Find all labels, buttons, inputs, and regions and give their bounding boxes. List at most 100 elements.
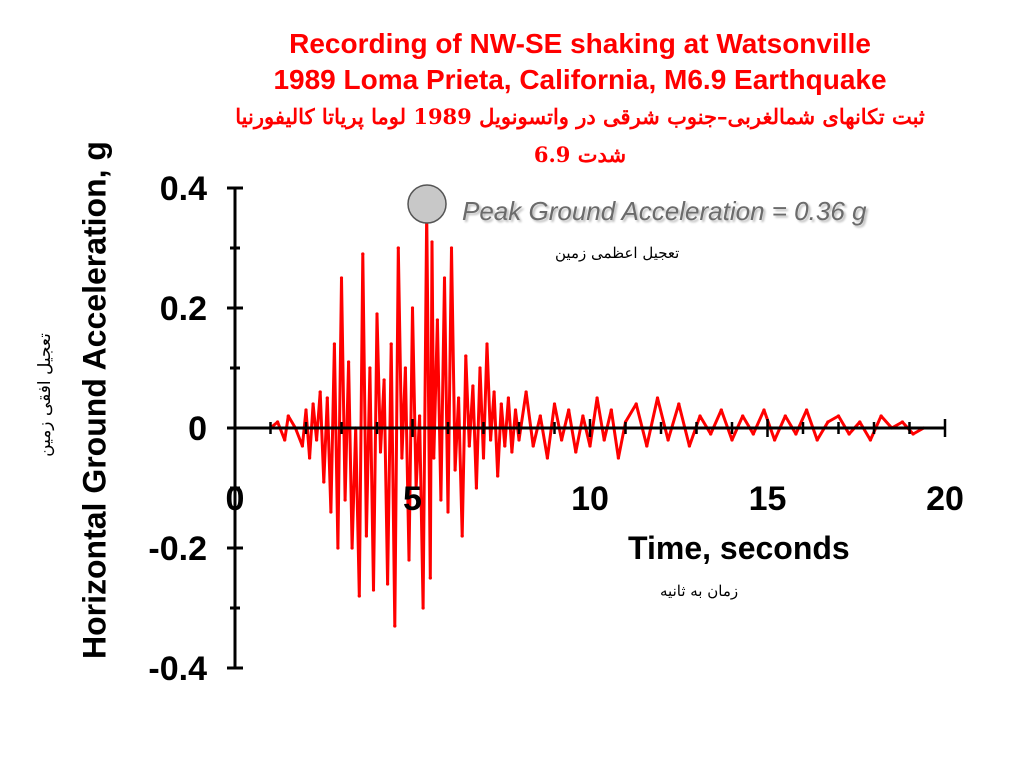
data-point — [286, 414, 290, 418]
data-point — [308, 456, 312, 460]
data-point — [446, 510, 450, 514]
data-point — [428, 576, 432, 580]
data-point — [410, 306, 415, 310]
x-tick-label: 20 — [926, 480, 964, 518]
data-point — [283, 438, 287, 442]
data-point — [858, 420, 862, 424]
y-axis-label-persian: تعجیل افقی زمین — [35, 333, 55, 457]
data-point — [574, 450, 578, 454]
data-point — [453, 468, 457, 472]
data-point — [751, 432, 755, 436]
x-tick-label: 15 — [749, 480, 787, 518]
y-tick-label: 0.4 — [160, 170, 207, 208]
data-point — [506, 396, 510, 400]
data-point — [911, 432, 915, 436]
peak-annotation-persian: تعجیل اعظمی زمین — [555, 244, 680, 262]
data-point — [531, 444, 535, 448]
data-point — [311, 402, 315, 406]
data-point — [741, 414, 745, 418]
chart-title-persian-magnitude: شدت 6.9 — [533, 142, 627, 167]
data-point — [698, 414, 702, 418]
data-point — [655, 396, 660, 400]
data-point — [460, 534, 464, 538]
data-point — [378, 450, 383, 454]
data-point — [492, 390, 496, 394]
data-point — [315, 438, 319, 442]
peak-annotation: Peak Ground Acceleration = 0.36 g — [462, 196, 867, 226]
data-point — [439, 498, 443, 502]
x-tick-label: 5 — [403, 480, 422, 518]
data-point — [645, 444, 649, 448]
data-point — [900, 420, 905, 424]
data-point — [517, 438, 521, 442]
data-point — [826, 420, 830, 424]
data-point — [300, 444, 304, 448]
data-point — [375, 312, 379, 316]
data-point — [357, 594, 361, 598]
data-point — [361, 252, 365, 256]
data-point — [464, 354, 468, 358]
data-point — [499, 402, 503, 406]
data-point — [432, 456, 436, 460]
data-point — [393, 624, 397, 628]
data-point — [868, 438, 873, 442]
data-point — [325, 396, 329, 400]
data-point — [389, 342, 393, 346]
data-point — [545, 456, 550, 460]
data-point — [815, 438, 819, 442]
data-point — [581, 414, 585, 418]
data-point — [449, 246, 454, 250]
tick-labels: 0.4 0.2 0 -0.2 -0.4 0 5 10 15 20 — [148, 170, 964, 688]
data-point — [879, 414, 883, 418]
data-point — [403, 366, 407, 370]
data-point — [386, 582, 390, 586]
data-point — [783, 414, 787, 418]
data-point — [368, 366, 372, 370]
data-point — [719, 408, 723, 412]
data-point — [524, 390, 528, 394]
data-point — [687, 444, 692, 448]
data-point — [276, 420, 280, 424]
chart-subtitle: 1989 Loma Prieta, California, M6.9 Earth… — [273, 64, 887, 95]
data-point — [336, 546, 340, 550]
data-point — [400, 456, 404, 460]
chart-title-persian: ثبت تکانهای شمالغربی–جنوب شرقی در واتسون… — [235, 104, 925, 129]
x-axis-label: Time, seconds — [628, 530, 850, 566]
data-point — [418, 414, 422, 418]
peak-marker — [407, 184, 447, 224]
data-point — [332, 342, 336, 346]
data-point — [457, 396, 461, 400]
data-point — [481, 456, 486, 460]
data-point — [485, 342, 489, 346]
data-point — [471, 384, 475, 388]
data-point — [730, 438, 734, 442]
y-axis-label: Horizontal Ground Acceleration, g — [76, 141, 113, 659]
data-point — [489, 438, 493, 442]
data-point — [677, 402, 681, 406]
data-point — [421, 606, 425, 610]
data-point — [634, 402, 638, 406]
chart-title: Recording of NW-SE shaking at Watsonvill… — [289, 28, 871, 59]
data-point — [773, 438, 777, 442]
data-point — [396, 246, 400, 250]
data-point — [343, 498, 347, 502]
data-point — [616, 456, 621, 460]
data-point — [609, 408, 613, 412]
data-point — [364, 534, 368, 538]
data-point — [847, 432, 851, 436]
data-point — [382, 378, 386, 382]
data-point — [496, 474, 500, 478]
data-point — [595, 396, 599, 400]
x-tick-label: 10 — [571, 480, 609, 518]
data-point — [435, 318, 439, 322]
data-point — [503, 444, 507, 448]
data-point — [350, 546, 354, 550]
data-point — [371, 588, 376, 592]
data-point — [552, 402, 557, 406]
x-tick-label: 0 — [226, 480, 245, 518]
data-point — [836, 414, 841, 418]
data-point — [347, 360, 351, 364]
data-point — [567, 408, 571, 412]
y-tick-label: 0 — [188, 410, 207, 448]
data-point — [560, 438, 564, 442]
